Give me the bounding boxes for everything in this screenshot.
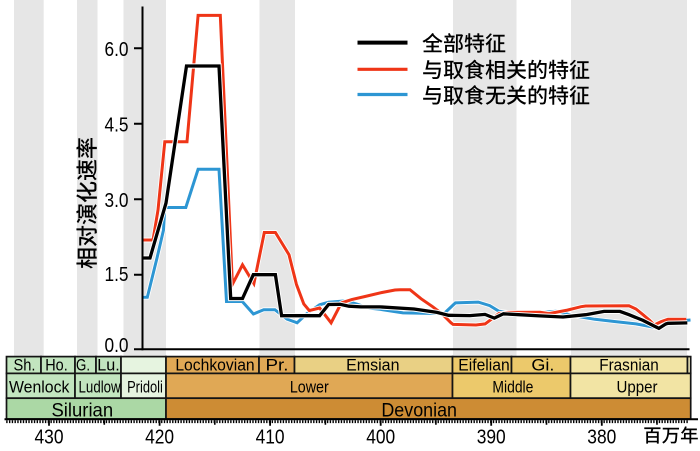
- svg-text:与取食相关的特征: 与取食相关的特征: [422, 55, 590, 85]
- svg-text:Eifelian: Eifelian: [458, 357, 509, 375]
- svg-text:Pridoli: Pridoli: [127, 379, 163, 397]
- svg-text:Lochkovian: Lochkovian: [175, 357, 254, 375]
- svg-text:Emsian: Emsian: [346, 357, 399, 375]
- svg-text:4.5: 4.5: [105, 114, 129, 136]
- svg-text:Devonian: Devonian: [381, 400, 457, 421]
- svg-text:Lower: Lower: [290, 379, 329, 397]
- svg-text:Silurian: Silurian: [51, 400, 113, 421]
- svg-text:Sh.: Sh.: [14, 357, 36, 375]
- svg-text:Gi.: Gi.: [531, 357, 554, 375]
- svg-text:Frasnian: Frasnian: [599, 357, 659, 375]
- svg-text:Wenlock: Wenlock: [9, 379, 70, 397]
- svg-text:Ho.: Ho.: [45, 357, 68, 375]
- svg-text:410: 410: [256, 426, 285, 446]
- svg-text:Middle: Middle: [492, 379, 533, 397]
- svg-text:430: 430: [35, 426, 64, 446]
- svg-text:400: 400: [366, 426, 395, 446]
- svg-text:Lu.: Lu.: [97, 357, 120, 375]
- svg-text:0.0: 0.0: [105, 335, 129, 357]
- svg-text:6.0: 6.0: [105, 39, 129, 61]
- svg-text:Upper: Upper: [617, 379, 658, 397]
- svg-text:390: 390: [477, 426, 506, 446]
- svg-text:百万年: 百万年: [643, 422, 699, 446]
- svg-text:相对演化速率: 相对演化速率: [70, 137, 102, 269]
- svg-text:G.: G.: [76, 357, 90, 375]
- svg-text:全部特征: 全部特征: [422, 28, 506, 58]
- svg-text:420: 420: [145, 426, 174, 446]
- svg-text:Ludlow: Ludlow: [79, 379, 121, 397]
- svg-text:3.0: 3.0: [105, 190, 129, 212]
- svg-text:380: 380: [587, 426, 616, 446]
- svg-text:Pr.: Pr.: [266, 357, 289, 375]
- svg-text:1.5: 1.5: [105, 264, 129, 286]
- svg-text:与取食无关的特征: 与取食无关的特征: [422, 80, 590, 110]
